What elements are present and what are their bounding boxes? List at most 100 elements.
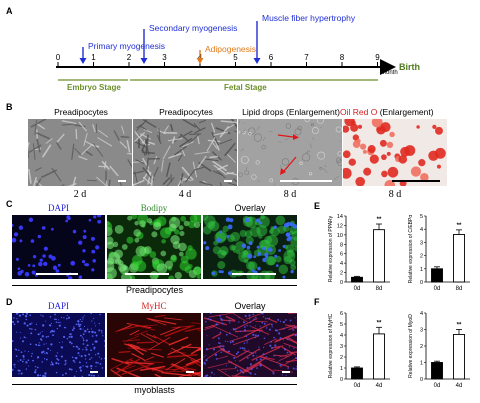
timeline-tick-label: 2 — [127, 53, 132, 62]
y-tick-label: 10 — [337, 233, 343, 239]
fluor-overlay-myoblasts — [203, 313, 297, 377]
fluor-dapi-preadipocytes — [12, 215, 105, 279]
panel-label-f: F — [314, 297, 320, 307]
timeline-tick-label: 7 — [304, 53, 309, 62]
significance-label: ** — [457, 323, 462, 329]
c-cell-type: Preadipocytes — [125, 285, 184, 295]
panel-label-d: D — [6, 297, 13, 307]
y-tick-label: 4 — [340, 333, 343, 339]
y-tick-label: 6 — [340, 252, 343, 258]
y-tick-label: 12 — [337, 223, 343, 229]
y-tick-label: 5 — [340, 322, 343, 328]
event-primary-myogenesis: Primary myogenesis — [88, 41, 165, 51]
scale-bar — [125, 273, 169, 275]
y-tick-label: 1 — [420, 361, 423, 367]
chart-cebp-alpha: 0 1 2 3 4 5 Relative expression of C/EBPα 0d ** 8… — [408, 214, 470, 292]
d-cell-type: myoblasts — [134, 385, 175, 395]
c-label-bodipy: Bodipy — [140, 203, 168, 213]
lipid-arrow-icons — [277, 134, 299, 175]
y-tick-label: 3 — [420, 328, 423, 334]
panel-label-b: B — [6, 102, 13, 112]
y-tick-label: 0 — [420, 377, 423, 383]
divider — [12, 285, 297, 286]
y-tick-label: 4 — [420, 311, 423, 317]
timeline-tick-label: 0 — [56, 53, 61, 62]
bar — [453, 234, 465, 283]
x-tick-label: 8d — [376, 286, 383, 292]
x-tick-label: 8d — [456, 286, 463, 292]
event-muscle-hypertrophy: Muscle fiber hypertrophy — [262, 13, 356, 23]
event-secondary-myogenesis: Secondary myogenesis — [149, 23, 238, 33]
bar — [431, 362, 443, 380]
y-axis-label: Relative expression of PPARγ — [328, 215, 334, 282]
bar — [431, 268, 443, 283]
significance-label: ** — [457, 223, 462, 229]
x-tick-label: 4d — [456, 383, 463, 389]
bar — [373, 333, 385, 380]
significance-label: ** — [377, 320, 382, 326]
scale-bar — [280, 180, 332, 182]
bar — [351, 276, 363, 283]
y-tick-label: 2 — [420, 344, 423, 350]
panel-label-a: A — [6, 6, 13, 16]
bar — [373, 229, 385, 283]
timeline-tick-label: 1 — [91, 53, 96, 62]
b-day-1: 2 d — [73, 189, 87, 200]
b-caption-4: Oil Red O (Enlargement) — [340, 107, 434, 117]
panel-label-e: E — [314, 201, 321, 211]
fluor-overlay-preadipocytes — [203, 215, 297, 279]
y-tick-label: 2 — [340, 271, 343, 277]
c-label-dapi: DAPI — [47, 203, 69, 213]
y-tick-label: 3 — [340, 344, 343, 350]
scale-bar — [186, 371, 194, 373]
y-axis-label: Relative expression of C/EBPα — [408, 215, 414, 284]
b-caption-2: Preadipocytes — [159, 107, 213, 117]
y-tick-label: 1 — [340, 366, 343, 372]
x-tick-label: 0d — [354, 286, 361, 292]
b-caption-3: Lipid drops (Enlargement) — [242, 107, 340, 117]
y-axis-label: Relative expression of MyHC — [328, 313, 334, 378]
scale-bar — [36, 273, 78, 275]
fetal-stage-label: Fetal Stage — [224, 83, 267, 92]
scale-bar — [232, 273, 276, 275]
divider — [12, 384, 297, 385]
micrograph-oil-red-o-8d — [343, 119, 447, 186]
month-label: Month — [381, 70, 398, 76]
birth-label: Birth — [399, 62, 420, 72]
y-tick-label: 4 — [420, 227, 423, 233]
scale-bar — [392, 180, 440, 182]
timeline-tick-label: 3 — [162, 53, 167, 62]
timeline-tick-label: 9 — [375, 53, 380, 62]
y-tick-label: 0 — [340, 377, 343, 383]
y-tick-label: 1 — [420, 267, 423, 273]
chart-myod: 0 1 2 3 4 Relative expression of MyoD 0d ** 4d — [408, 311, 470, 389]
timeline-tick-label: 6 — [269, 53, 274, 62]
y-tick-label: 2 — [340, 355, 343, 361]
fluor-bodipy-preadipocytes — [107, 215, 201, 279]
scale-bar — [224, 180, 232, 182]
y-tick-label: 4 — [340, 261, 343, 267]
y-tick-label: 8 — [340, 242, 343, 248]
event-adipogenesis: Adipogenesis — [205, 44, 257, 54]
x-tick-label: 0d — [434, 286, 441, 292]
timeline-tick-label: 8 — [340, 53, 345, 62]
y-tick-label: 2 — [420, 254, 423, 260]
d-label-overlay: Overlay — [234, 301, 266, 311]
b-caption-1: Preadipocytes — [54, 107, 108, 117]
fluor-myhc-myoblasts — [107, 313, 201, 377]
b-day-4: 8 d — [388, 189, 402, 200]
b-day-3: 8 d — [283, 189, 297, 200]
fluor-dapi-myoblasts — [12, 313, 105, 377]
d-label-myhc: MyHC — [141, 301, 167, 311]
scale-bar — [90, 371, 98, 373]
y-tick-label: 6 — [340, 311, 343, 317]
y-tick-label: 14 — [337, 214, 343, 220]
d-label-dapi: DAPI — [47, 301, 69, 311]
c-label-overlay: Overlay — [234, 203, 266, 213]
micrograph-preadipocytes-2d — [28, 119, 132, 186]
scale-bar — [282, 371, 290, 373]
y-tick-label: 0 — [340, 280, 343, 286]
significance-label: ** — [377, 217, 382, 223]
